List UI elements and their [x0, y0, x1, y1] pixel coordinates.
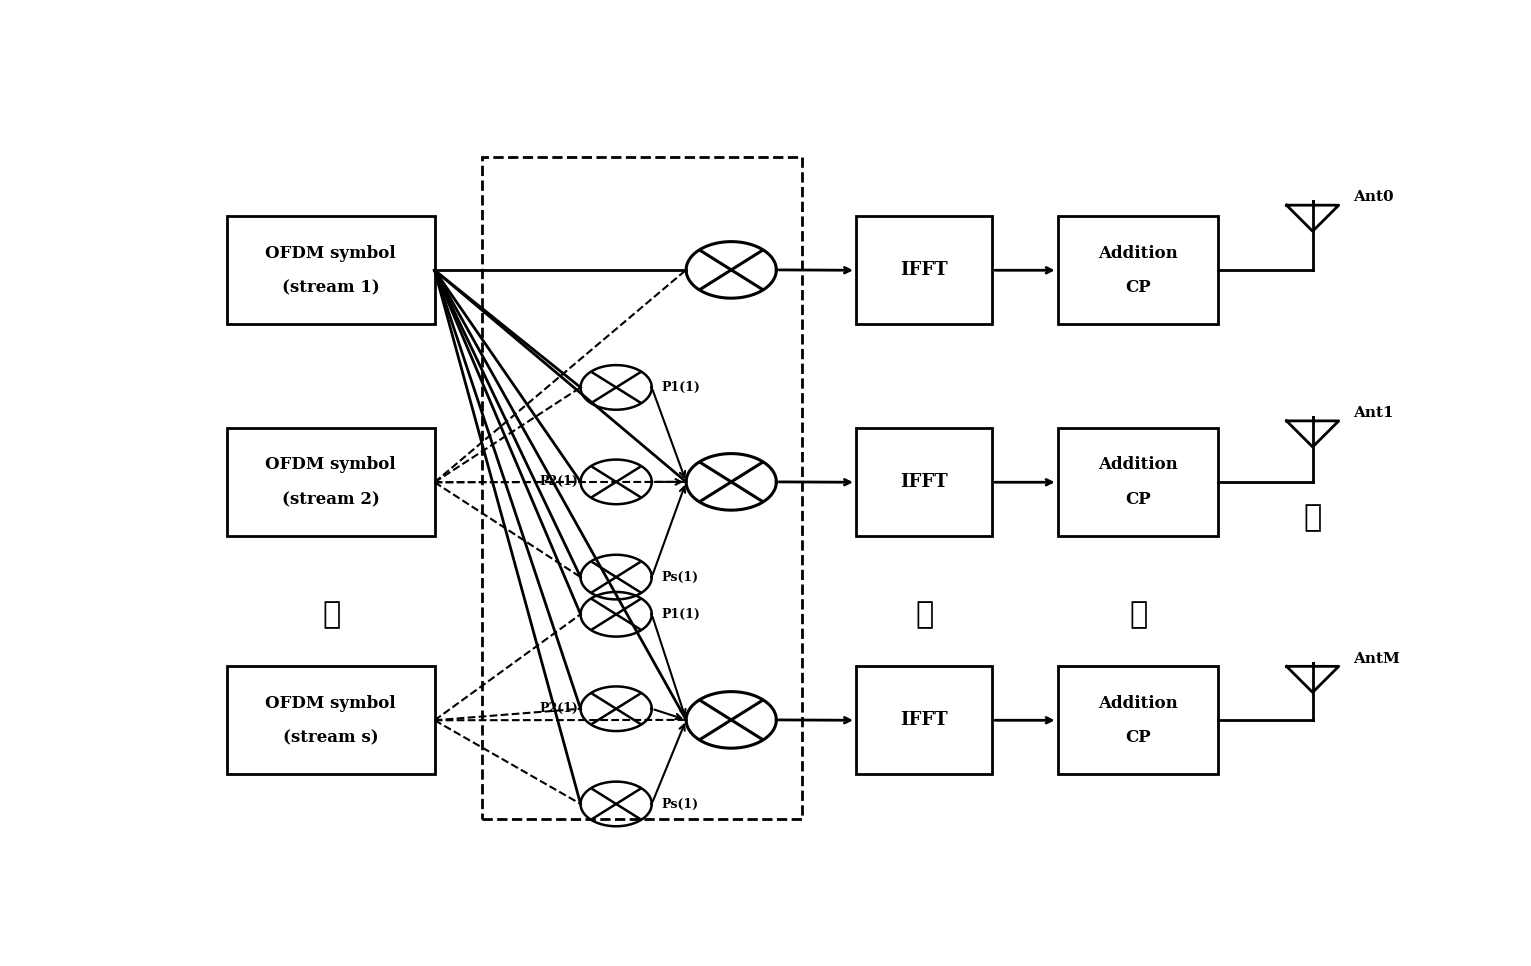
- Text: Ps(1): Ps(1): [661, 798, 698, 810]
- FancyBboxPatch shape: [856, 216, 992, 325]
- Text: ⋮: ⋮: [916, 599, 934, 630]
- FancyBboxPatch shape: [227, 667, 435, 774]
- Text: OFDM symbol: OFDM symbol: [265, 695, 397, 712]
- Text: Addition: Addition: [1098, 695, 1177, 712]
- Text: IFFT: IFFT: [900, 473, 948, 492]
- Text: OFDM symbol: OFDM symbol: [265, 244, 397, 262]
- Text: CP: CP: [1125, 491, 1150, 508]
- Text: P1(1): P1(1): [661, 381, 700, 394]
- FancyBboxPatch shape: [227, 428, 435, 536]
- Text: IFFT: IFFT: [900, 711, 948, 729]
- Text: ⋮: ⋮: [1128, 599, 1147, 630]
- Text: (stream s): (stream s): [283, 729, 378, 746]
- Text: AntM: AntM: [1353, 651, 1399, 666]
- Text: Ant0: Ant0: [1353, 190, 1393, 205]
- FancyBboxPatch shape: [1058, 428, 1217, 536]
- FancyBboxPatch shape: [856, 667, 992, 774]
- Text: CP: CP: [1125, 729, 1150, 746]
- Text: P1(1): P1(1): [661, 608, 700, 621]
- Text: OFDM symbol: OFDM symbol: [265, 457, 397, 473]
- Text: ⋮: ⋮: [322, 599, 340, 630]
- Text: P2(1): P2(1): [539, 475, 577, 489]
- FancyBboxPatch shape: [227, 216, 435, 325]
- Text: Addition: Addition: [1098, 457, 1177, 473]
- Text: Ps(1): Ps(1): [661, 571, 698, 583]
- Text: P2(1): P2(1): [539, 702, 577, 715]
- Text: Addition: Addition: [1098, 244, 1177, 262]
- FancyBboxPatch shape: [1058, 216, 1217, 325]
- FancyBboxPatch shape: [1058, 667, 1217, 774]
- Text: (stream 2): (stream 2): [282, 491, 380, 508]
- Text: ⋮: ⋮: [1303, 502, 1321, 533]
- Text: (stream 1): (stream 1): [282, 279, 380, 296]
- Text: IFFT: IFFT: [900, 261, 948, 279]
- Text: Ant1: Ant1: [1353, 406, 1393, 420]
- FancyBboxPatch shape: [856, 428, 992, 536]
- Text: CP: CP: [1125, 279, 1150, 296]
